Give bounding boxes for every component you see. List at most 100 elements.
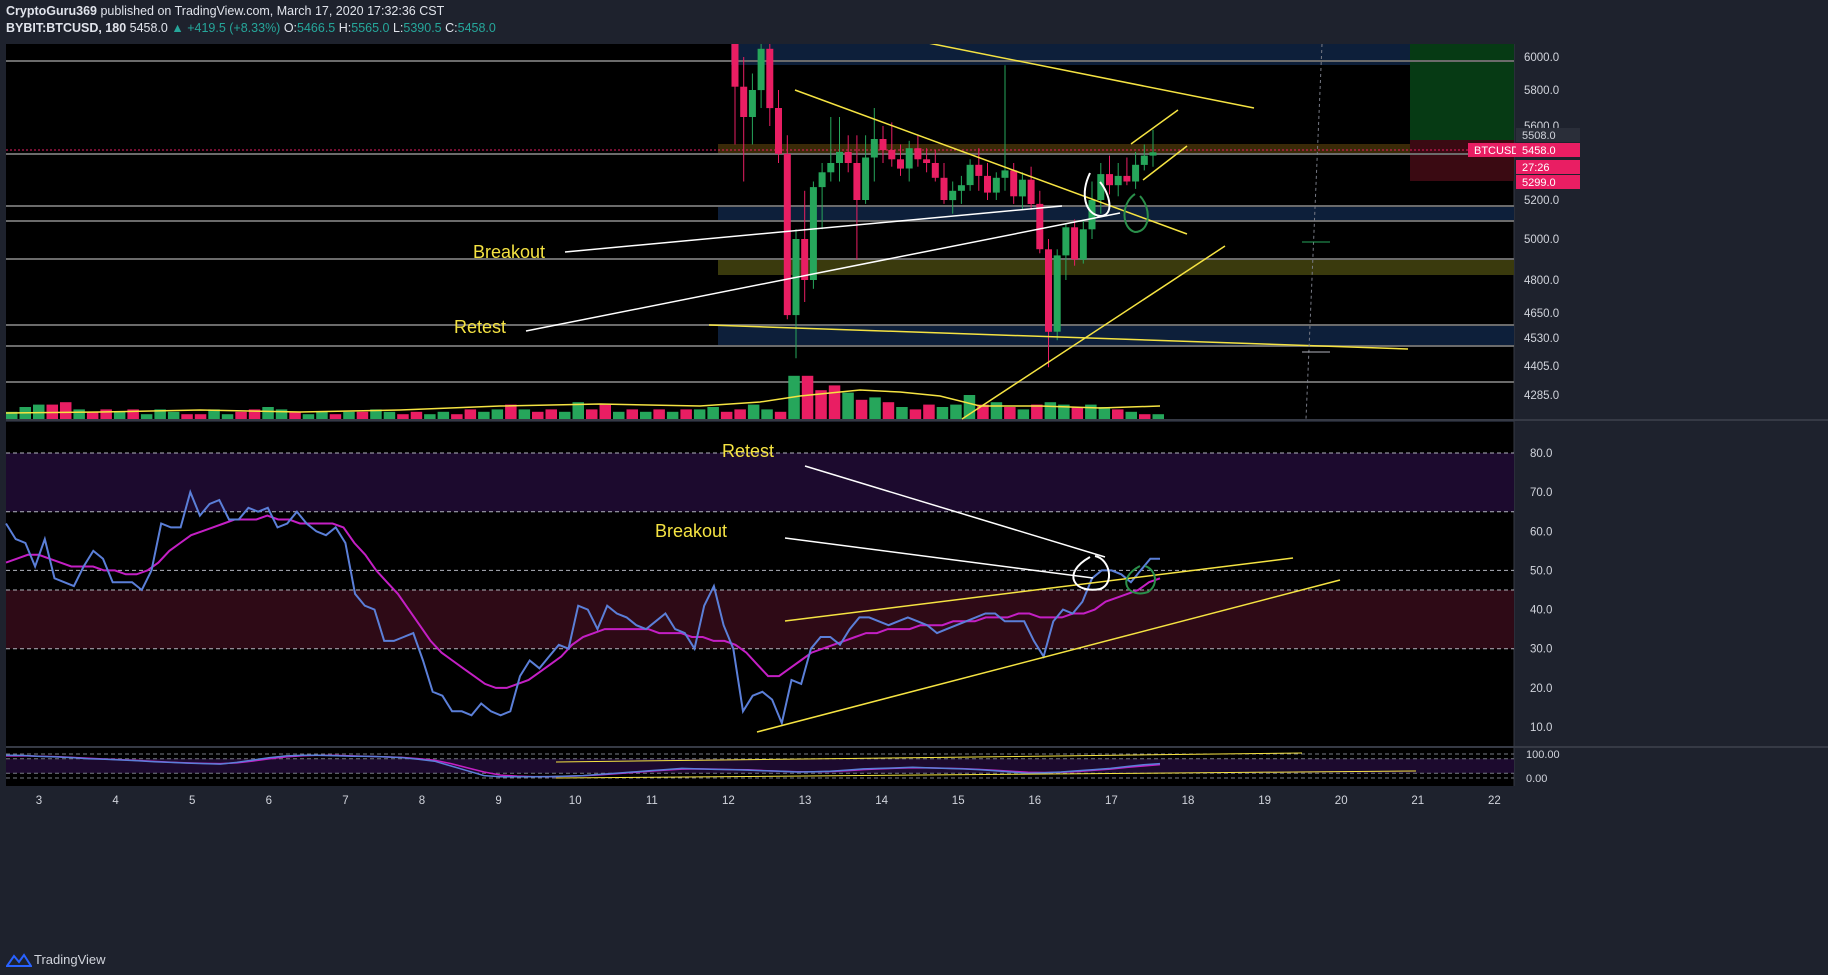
projection-line [1305,44,1323,420]
support-zone [718,258,1514,275]
candle-body [1036,203,1044,250]
volume-bar [424,414,436,419]
close-value: 5458.0 [457,21,496,35]
volume-bar [1112,409,1124,419]
volume-bar [734,409,746,419]
candle-body [957,185,965,191]
volume-bar [127,409,139,419]
candle-body [775,108,782,154]
volume-bar [208,409,220,419]
volume-bar [329,414,342,419]
tradingview-logo-icon[interactable] [6,952,32,968]
volume-bar [464,409,477,419]
price-tick-label: 4530.0 [1524,333,1559,345]
volume-bar [909,409,922,419]
support-zone [718,325,1514,346]
time-tick-label: 4 [112,795,119,807]
candle-body [1114,175,1122,186]
time-tick-label: 19 [1258,795,1271,807]
volume-bar [356,411,369,419]
tradingview-brand[interactable]: TradingView [34,952,106,967]
arrow-line [564,205,1063,253]
chart-header: CryptoGuru369 published on TradingView.c… [0,0,1828,44]
price-label-symbol: BTCUSD [1474,145,1519,157]
stoch-k-line [5,754,1161,778]
annotation-retest: Retest [722,441,774,461]
volume-bar [410,411,423,419]
volume-bar [235,411,247,419]
volume-ma-line [5,389,1161,414]
candle-body [1106,174,1113,186]
volume-bar [1139,414,1151,419]
volume-bar [842,392,854,419]
volume-bar [774,411,787,419]
trendline [794,89,1188,235]
candle-body [879,139,887,151]
volume-bar [572,402,584,419]
candle-body [748,90,756,117]
volume-bar [1017,409,1030,419]
volume-bar [693,409,706,419]
price-tick-label: 6000.0 [1524,52,1559,64]
price-label-bg [1516,160,1580,174]
candle-body [827,163,835,173]
open-label: O: [283,21,298,35]
rsi-line [5,489,1160,727]
price-tick-label: 4405.0 [1524,361,1559,373]
candle-body [966,164,974,186]
highlight-circle [1123,193,1149,234]
time-tick-label: 16 [1028,795,1041,807]
author-name[interactable]: CryptoGuru369 [6,4,97,18]
volume-bar [33,404,45,419]
candle-body [984,175,991,193]
chart-canvas[interactable]: Breakout Retest Retest Breakout 6000.0 5800.… [0,44,1828,945]
candle-body [1071,227,1079,260]
candle-body [975,164,983,176]
volume-bar [262,407,274,419]
time-tick-label: 11 [646,795,658,807]
candle-body [1088,200,1096,230]
stoch-band [6,758,1514,774]
time-tick-label: 8 [419,795,425,807]
resistance-zone [731,44,1410,65]
volume-bar [1071,407,1084,419]
candle-body [1123,175,1131,182]
volume-bar [720,411,733,419]
price-label-last: 5458.0 [1522,145,1556,157]
volume-bar [990,402,1003,419]
time-tick-label: 7 [342,795,348,807]
rsi-tick-label: 50.0 [1530,565,1552,577]
volume-bar [6,411,18,419]
volume-bar [963,395,976,419]
candle-body [1140,155,1148,165]
rsi-tick-label: 20.0 [1530,683,1552,695]
candle-body [844,151,852,163]
volume-bar [882,402,895,419]
price-tick-label: 4650.0 [1524,308,1559,320]
volume-bar [626,409,638,419]
rsi-trendline [756,579,1341,733]
volume-bar [343,411,355,419]
close-label: C: [445,21,458,35]
trendline [1142,145,1188,181]
candle-body [923,159,931,163]
volume-bar [451,414,463,419]
time-tick-label: 18 [1182,795,1195,807]
stoch-trendline [555,770,1417,779]
volume-bar [761,409,773,419]
high-label: H: [338,21,352,35]
volume-bar [181,414,193,419]
candle-body [818,172,826,188]
time-tick-label: 17 [1105,795,1118,807]
symbol-label[interactable]: BYBIT:BTCUSD, 180 [6,21,127,35]
volume-bar [869,397,881,419]
candle-body [914,148,922,160]
volume-bar [1152,414,1164,419]
rsi-tick-label: 70.0 [1530,487,1552,499]
low-label: L: [392,21,404,35]
rsi-tick-label: 80.0 [1530,448,1552,460]
volume-bar [316,411,328,419]
candle-body [905,148,913,169]
volume-bar [370,409,382,419]
volume-bar [1098,407,1111,419]
